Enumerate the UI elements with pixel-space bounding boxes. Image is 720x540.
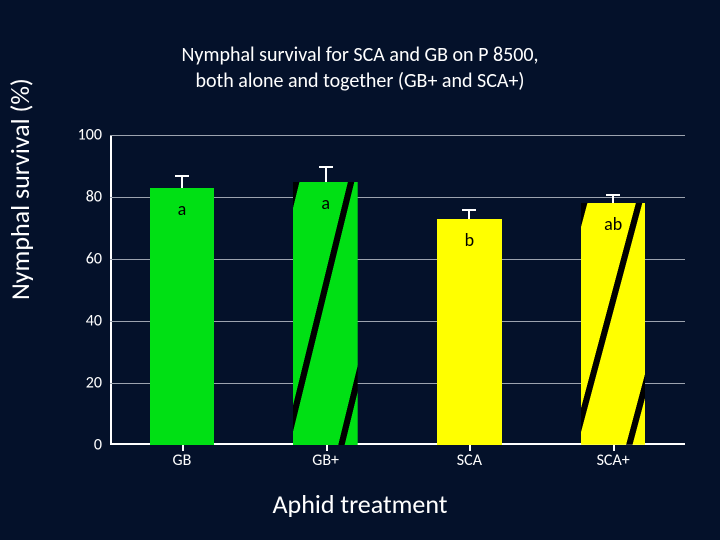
sig-label: b <box>465 229 474 251</box>
y-tick-label: 100 <box>78 126 110 145</box>
bar-gb <box>150 188 215 445</box>
x-tick-label: SCA+ <box>597 445 630 470</box>
sig-label: a <box>321 192 330 214</box>
error-cap <box>175 175 189 177</box>
sig-label: ab <box>604 213 622 235</box>
plot-area: 020406080100aGB aGB+bSCA abSCA+ <box>110 135 685 445</box>
x-axis-label: Aphid treatment <box>0 488 720 520</box>
x-tick-label: GB <box>172 445 191 470</box>
y-tick-label: 20 <box>86 374 110 393</box>
x-tick-label: GB+ <box>312 445 339 470</box>
y-tick-label: 0 <box>94 436 110 455</box>
bar-scaplus <box>581 203 646 445</box>
gridline <box>110 135 685 136</box>
slide: Nymphal survival for SCA and GB on P 850… <box>0 0 720 540</box>
bar-sca <box>437 219 502 445</box>
error-cap <box>462 209 476 211</box>
sig-label: a <box>178 198 187 220</box>
error-bar <box>325 166 327 182</box>
x-tick-label: SCA <box>457 445 482 470</box>
title-line-1: Nymphal survival for SCA and GB on P 850… <box>182 43 539 67</box>
y-axis-label: Nymphal survival (%) <box>4 78 36 300</box>
y-tick-label: 40 <box>86 312 110 331</box>
chart-title: Nymphal survival for SCA and GB on P 850… <box>0 42 720 94</box>
error-cap <box>319 166 333 168</box>
error-cap <box>606 194 620 196</box>
bar-gbplus <box>293 182 358 446</box>
title-line-2: both alone and together (GB+ and SCA+) <box>195 69 524 93</box>
y-tick-label: 80 <box>86 188 110 207</box>
y-tick-label: 60 <box>86 250 110 269</box>
